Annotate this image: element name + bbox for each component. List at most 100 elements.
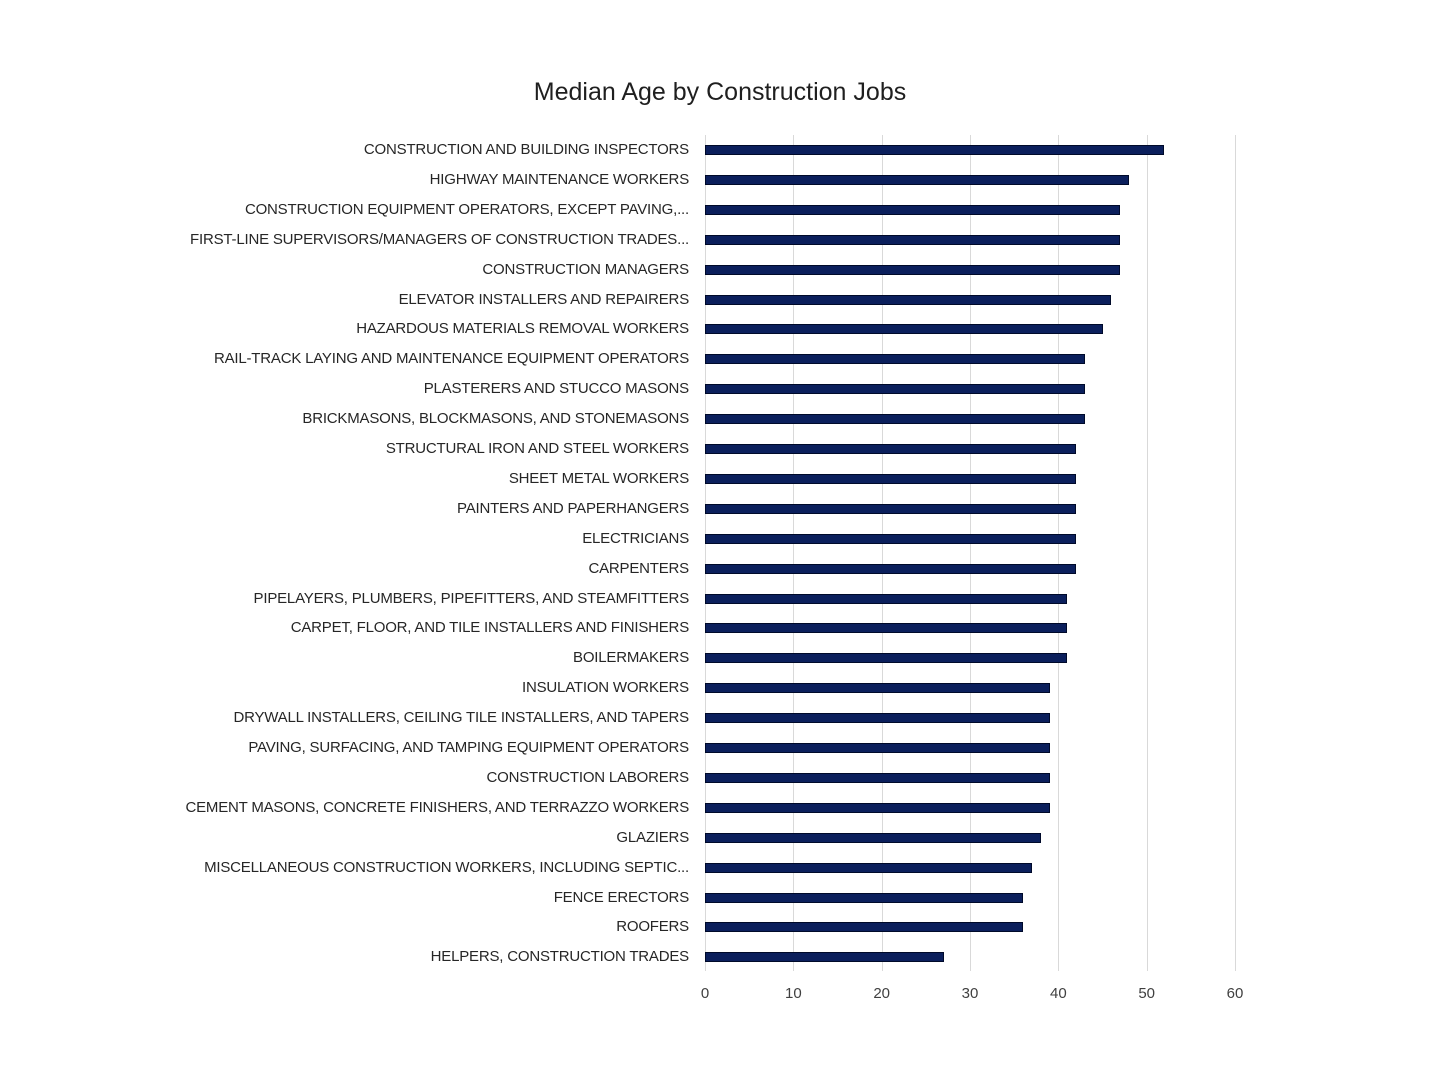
category-label: BOILERMAKERS [573, 649, 689, 667]
gridline [1235, 135, 1236, 971]
bar-row [705, 314, 1235, 344]
bar [705, 354, 1085, 365]
bar [705, 234, 1121, 245]
gridline [1146, 135, 1148, 971]
bar-row [705, 853, 1235, 883]
bar-row [705, 673, 1235, 703]
bar [705, 593, 1068, 604]
plot-area [705, 135, 1236, 972]
category-label: CONSTRUCTION MANAGERS [482, 260, 689, 278]
x-tick-label: 0 [700, 985, 710, 1002]
bar [705, 922, 1023, 933]
x-tick-label: 10 [784, 985, 802, 1002]
bar-row [705, 524, 1235, 554]
category-label: STRUCTURAL IRON AND STEEL WORKERS [385, 440, 689, 457]
bar-row [705, 823, 1235, 853]
bar-row [705, 195, 1235, 225]
bar-row [705, 912, 1235, 942]
category-label: CONSTRUCTION EQUIPMENT OPERATORS, EXCEPT… [244, 200, 689, 218]
bar [705, 174, 1129, 185]
category-label: HIGHWAY MAINTENANCE WORKERS [429, 170, 690, 188]
category-label: PLASTERERS AND STUCCO MASONS [423, 380, 689, 398]
category-label: CARPENTERS [588, 559, 689, 577]
category-label: HAZARDOUS MATERIALS REMOVAL WORKERS [356, 320, 689, 338]
bar-row [705, 404, 1235, 434]
category-label: ROOFERS [616, 918, 689, 936]
bar-row [705, 494, 1235, 524]
bar-row [705, 613, 1235, 643]
bar-row [705, 554, 1235, 584]
bar [705, 324, 1103, 335]
category-label: PAINTERS AND PAPERHANGERS [457, 499, 689, 517]
category-label: FENCE ERECTORS [553, 888, 689, 906]
gridline [881, 135, 883, 971]
bar [705, 802, 1050, 813]
category-label: PIPELAYERS, PLUMBERS, PIPEFITTERS, AND S… [253, 589, 690, 607]
bar-row [705, 703, 1235, 733]
bar [705, 384, 1085, 395]
bar [705, 653, 1068, 664]
bar [705, 623, 1068, 634]
bar [705, 473, 1076, 484]
bar-row [705, 883, 1235, 913]
x-tick-label: 20 [873, 985, 890, 1002]
bar-row [705, 344, 1235, 374]
gridline [793, 135, 795, 971]
bar [705, 832, 1041, 843]
bar [705, 952, 944, 963]
bar-row [705, 165, 1235, 195]
bar [705, 772, 1050, 783]
bar-row [705, 374, 1235, 404]
category-label: FIRST-LINE SUPERVISORS/MANAGERS OF CONST… [190, 230, 689, 248]
bar-row [705, 285, 1235, 315]
category-label: INSULATION WORKERS [522, 679, 689, 697]
bar [705, 294, 1112, 305]
category-label: ELEVATOR INSTALLERS AND REPAIRERS [398, 290, 690, 308]
category-label: DRYWALL INSTALLERS, CEILING TILE INSTALL… [233, 709, 689, 727]
bar-row [705, 135, 1235, 165]
category-label: RAIL-TRACK LAYING AND MAINTENANCE EQUIPM… [213, 350, 689, 368]
bar-row [705, 793, 1235, 823]
category-label: SHEET METAL WORKERS [508, 469, 689, 487]
gridline [705, 135, 706, 971]
bar [705, 264, 1121, 275]
gridline [970, 135, 971, 971]
bar [705, 414, 1085, 425]
category-label: CONSTRUCTION AND BUILDING INSPECTORS [363, 141, 689, 158]
bar [705, 563, 1076, 574]
bar-row [705, 643, 1235, 673]
category-label: CARPET, FLOOR, AND TILE INSTALLERS AND F… [290, 619, 689, 637]
category-label: GLAZIERS [616, 828, 689, 846]
x-tick-label: 50 [1138, 985, 1155, 1002]
gridline [1058, 135, 1060, 971]
bar-row [705, 733, 1235, 763]
category-label: CEMENT MASONS, CONCRETE FINISHERS, AND T… [185, 798, 690, 816]
bar-row [705, 942, 1235, 972]
category-label: PAVING, SURFACING, AND TAMPING EQUIPMENT… [248, 739, 689, 756]
bar-row [705, 225, 1235, 255]
x-tick-label: 40 [1049, 985, 1067, 1002]
bar [705, 444, 1076, 454]
category-label: ELECTRICIANS [582, 529, 689, 547]
bar [705, 713, 1050, 724]
bar-row [705, 584, 1235, 614]
x-tick-label: 60 [1226, 985, 1244, 1002]
category-label: HELPERS, CONSTRUCTION TRADES [430, 948, 690, 966]
bar-row [705, 434, 1235, 464]
bar [705, 145, 1165, 155]
bar [705, 862, 1032, 873]
bar [705, 503, 1076, 514]
bar-row [705, 255, 1235, 285]
bar-row [705, 763, 1235, 793]
bar [705, 533, 1076, 544]
x-tick-label: 30 [961, 985, 979, 1002]
bar [705, 683, 1050, 694]
category-label: BRICKMASONS, BLOCKMASONS, AND STONEMASON… [302, 410, 689, 428]
category-label: CONSTRUCTION LABORERS [486, 768, 690, 786]
bar [705, 204, 1121, 215]
bar [705, 892, 1023, 903]
bar-row [705, 464, 1235, 494]
bar [705, 743, 1050, 753]
chart-title: Median Age by Construction Jobs [533, 78, 907, 106]
category-label: MISCELLANEOUS CONSTRUCTION WORKERS, INCL… [204, 858, 689, 876]
